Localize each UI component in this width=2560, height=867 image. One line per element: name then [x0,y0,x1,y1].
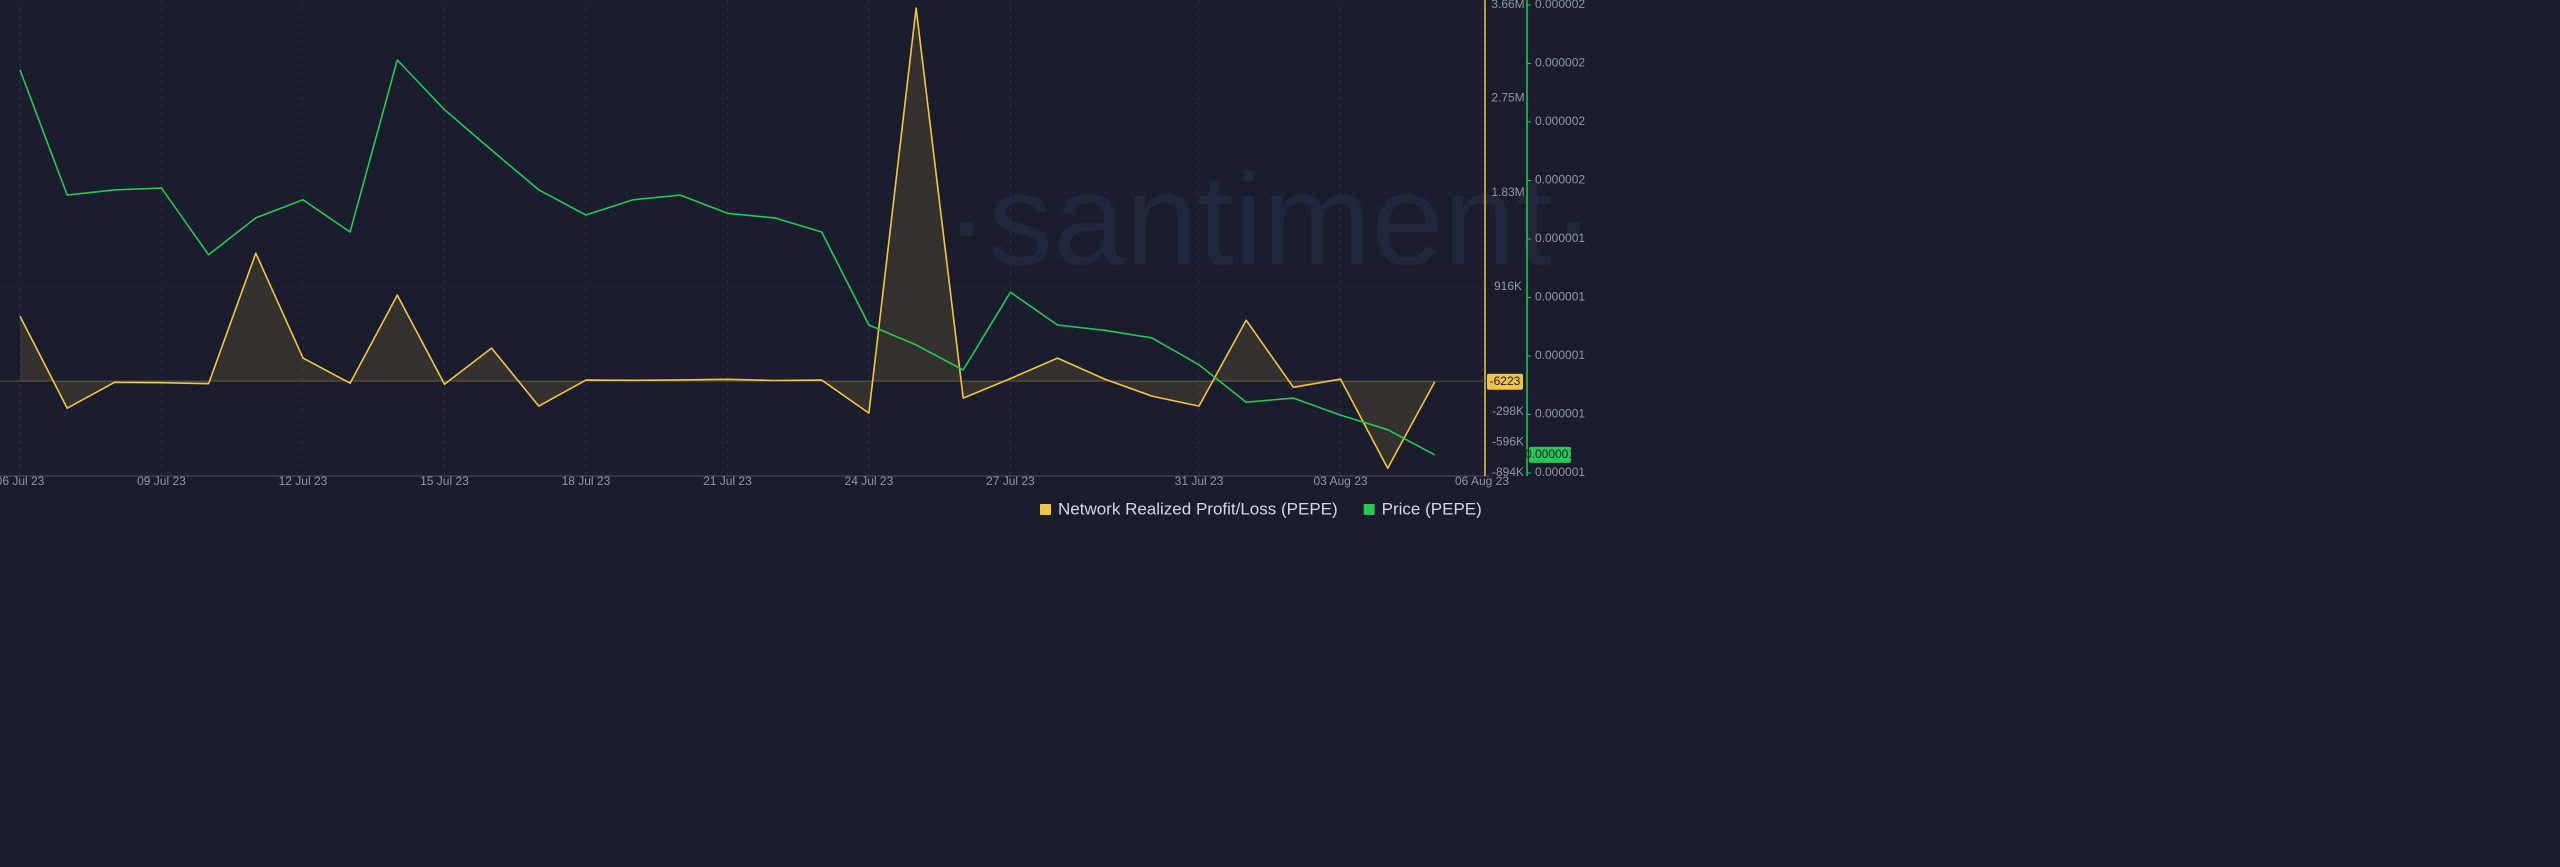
legend-label: Price (PEPE) [1382,499,1482,518]
x-tick-label: 06 Jul 23 [0,474,45,488]
series-line [19,7,1436,469]
legend-swatch [1363,504,1375,515]
legend-label: Network Realized Profit/Loss (PEPE) [1058,499,1338,518]
x-tick-label: 12 Jul 23 [279,474,328,488]
y2-tick-label: 0.000001 [1535,407,1585,421]
last-value-label: 0.000001 [1525,447,1575,461]
x-tick-label: 15 Jul 23 [420,474,469,488]
y-tick-label: 1.83M [1491,185,1524,199]
watermark: ·santiment· [945,146,1595,292]
y2-tick-label: 0.000001 [1535,290,1585,304]
x-tick-label: 24 Jul 23 [845,474,894,488]
y2-tick-label: 0.000002 [1535,56,1585,70]
y-tick-label: 916K [1494,279,1522,293]
y2-tick-label: 0.000002 [1535,173,1585,187]
y-tick-label: 2.75M [1491,91,1524,105]
legend-swatch [1040,504,1051,515]
y2-tick-label: 0.000002 [1535,0,1585,11]
series-line [19,59,1436,456]
y2-tick-label: 0.000001 [1535,231,1585,245]
y-tick-label: -298K [1492,404,1524,418]
area [20,8,1435,469]
x-tick-label: 03 Aug 23 [1313,474,1367,488]
x-tick-label: 09 Jul 23 [137,474,186,488]
y2-tick-label: 0.000002 [1535,114,1585,128]
x-tick-label: 31 Jul 23 [1175,474,1224,488]
y-tick-label: -894K [1492,465,1524,479]
x-tick-label: 18 Jul 23 [562,474,611,488]
x-tick-label: 27 Jul 23 [986,474,1035,488]
y-tick-label: -596K [1492,435,1524,449]
last-value-box [1529,446,1571,463]
y2-tick-label: 0.000001 [1535,465,1585,479]
x-tick-label: 06 Aug 23 [1455,474,1509,488]
last-value-box [1487,373,1523,390]
y-tick-label: 3.66M [1491,0,1524,11]
last-value-label: -6223 [1490,374,1521,388]
y2-tick-label: 0.000001 [1535,348,1585,362]
x-tick-label: 21 Jul 23 [703,474,752,488]
